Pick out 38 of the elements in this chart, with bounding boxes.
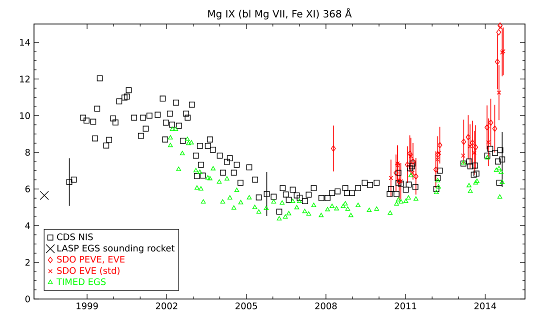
legend-label: TIMED EGS xyxy=(56,278,106,286)
y-tick-label: 8 xyxy=(25,148,30,156)
x-tick-label: 2008 xyxy=(315,302,337,310)
point xyxy=(437,142,442,148)
y-tick-label: 4 xyxy=(25,222,30,229)
point xyxy=(460,153,466,158)
legend-label: SDO PEVE, EVE xyxy=(57,256,125,264)
x-tick-label: 2011 xyxy=(394,302,416,310)
y-tick-label: 12 xyxy=(20,76,30,82)
legend-label: SDO EVE (std) xyxy=(57,267,120,276)
point xyxy=(496,29,502,36)
y-tick-label: 10 xyxy=(20,112,30,120)
point xyxy=(473,144,478,150)
point xyxy=(40,190,49,200)
x-tick-label: 2005 xyxy=(236,302,257,310)
point xyxy=(461,138,466,145)
point xyxy=(330,145,336,152)
x-tick-label: 2002 xyxy=(156,302,178,310)
point xyxy=(484,124,490,131)
x-tick-label: 2014 xyxy=(474,302,496,310)
point xyxy=(410,158,416,164)
chart-title: Mg IX (bl Mg VII, Fe XI) 368 Å xyxy=(208,8,352,20)
legend-label: LASP EGS sounding rocket xyxy=(57,244,175,254)
y-tick-label: 6 xyxy=(25,186,30,192)
y-tick-label: 0 xyxy=(25,296,30,302)
point xyxy=(494,58,500,65)
legend-label: CDS NIS xyxy=(57,233,93,240)
point xyxy=(470,140,475,146)
point xyxy=(404,161,410,168)
y-tick-label: 14 xyxy=(20,39,30,46)
y-tick-label: 2 xyxy=(25,259,30,266)
point xyxy=(466,134,471,140)
x-tick-label: 1999 xyxy=(76,302,98,310)
point xyxy=(492,126,498,132)
point xyxy=(413,173,418,180)
point xyxy=(488,119,494,126)
point xyxy=(433,166,438,173)
point xyxy=(394,170,398,176)
